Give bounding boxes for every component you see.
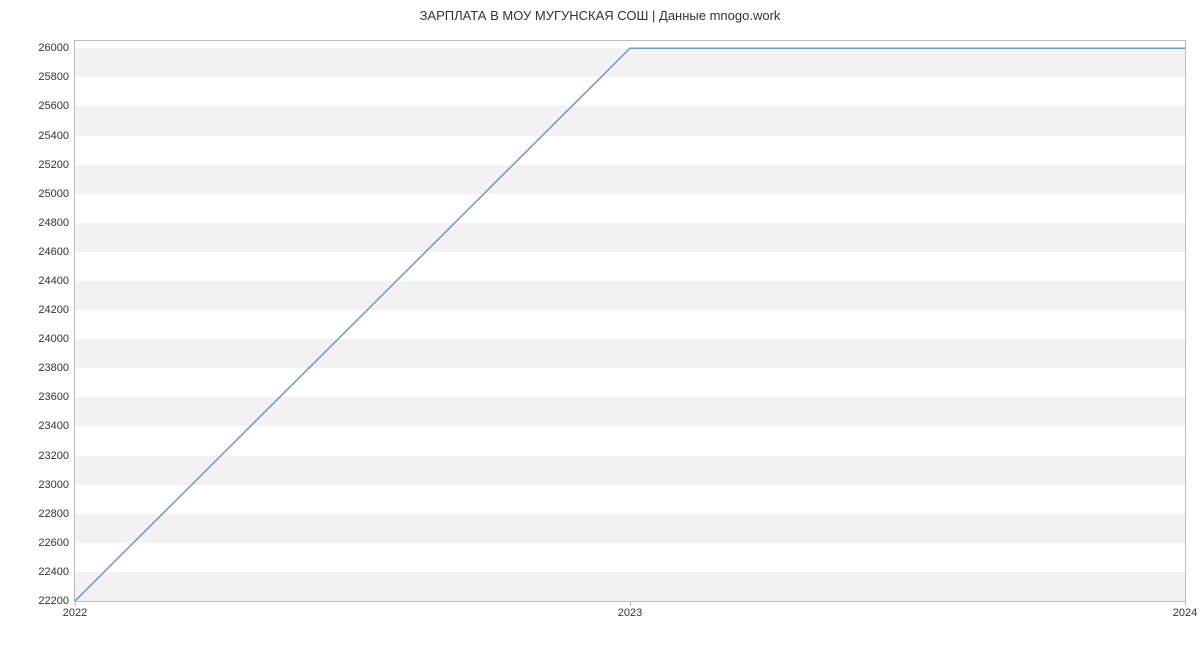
data-line: [75, 41, 1185, 601]
x-tick-label: 2022: [63, 607, 87, 619]
y-tick-label: 24600: [38, 246, 69, 258]
y-tick-label: 23200: [38, 450, 69, 462]
y-tick-label: 23400: [38, 420, 69, 432]
y-tick-label: 26000: [38, 42, 69, 54]
chart-title: ЗАРПЛАТА В МОУ МУГУНСКАЯ СОШ | Данные mn…: [0, 8, 1200, 23]
salary-line-chart: ЗАРПЛАТА В МОУ МУГУНСКАЯ СОШ | Данные mn…: [0, 0, 1200, 650]
x-tick-label: 2024: [1173, 607, 1197, 619]
x-tick-mark: [75, 601, 76, 606]
y-tick-label: 25000: [38, 188, 69, 200]
y-tick-label: 25400: [38, 130, 69, 142]
y-tick-label: 24800: [38, 217, 69, 229]
y-tick-label: 22600: [38, 537, 69, 549]
y-tick-label: 25200: [38, 159, 69, 171]
y-tick-label: 25800: [38, 71, 69, 83]
x-tick-label: 2023: [618, 607, 642, 619]
y-tick-label: 23800: [38, 362, 69, 374]
series-line: [75, 48, 1185, 601]
y-tick-label: 22400: [38, 566, 69, 578]
plot-area: 2220022400226002280023000232002340023600…: [74, 40, 1186, 602]
y-tick-label: 23000: [38, 479, 69, 491]
y-tick-label: 25600: [38, 100, 69, 112]
x-tick-mark: [630, 601, 631, 606]
x-tick-mark: [1185, 601, 1186, 606]
y-tick-label: 24200: [38, 304, 69, 316]
y-tick-label: 24400: [38, 275, 69, 287]
y-tick-label: 22800: [38, 508, 69, 520]
y-tick-label: 24000: [38, 333, 69, 345]
y-tick-label: 23600: [38, 391, 69, 403]
y-tick-label: 22200: [38, 595, 69, 607]
